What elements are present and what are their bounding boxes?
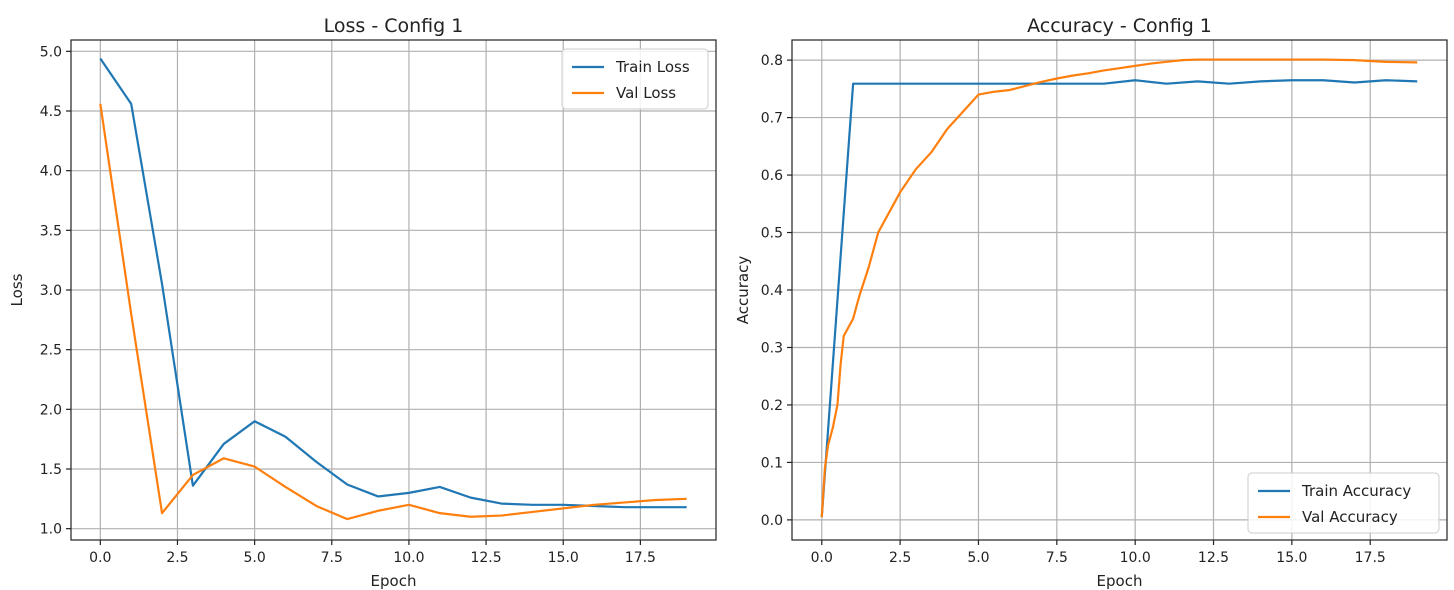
x-tick-label: 7.5 xyxy=(321,550,343,566)
x-axis-label: Epoch xyxy=(371,572,417,590)
x-tick-label: 2.5 xyxy=(889,550,911,566)
x-tick-label: 7.5 xyxy=(1046,550,1068,566)
x-tick-label: 2.5 xyxy=(166,550,188,566)
y-tick-label: 0.3 xyxy=(761,340,783,356)
x-tick-label: 15.0 xyxy=(548,550,579,566)
y-tick-label: 0.2 xyxy=(761,398,783,414)
legend-label: Train Loss xyxy=(615,58,690,76)
loss-chart: 0.0 2.5 5.0 7.5 10.0 12.5 15.0 17.5 1.0 1.5 2.0 2.5… xyxy=(8,15,717,590)
y-tick-label: 0.6 xyxy=(761,168,783,184)
x-tick-label: 10.0 xyxy=(1120,550,1151,566)
x-tick-label: 10.0 xyxy=(393,550,424,566)
y-tick-label: 4.0 xyxy=(40,164,62,180)
y-tick-label: 3.5 xyxy=(40,223,62,239)
series-line-val-loss xyxy=(99,103,687,521)
y-tick-label: 0.8 xyxy=(761,53,783,69)
x-tick-label: 0.0 xyxy=(89,550,111,566)
x-tick-label: 12.5 xyxy=(1198,550,1229,566)
x-tick-label: 5.0 xyxy=(243,550,265,566)
y-tick-label: 0.4 xyxy=(761,283,783,299)
chart-title: Accuracy - Config 1 xyxy=(1027,15,1212,37)
y-tick-label: 0.5 xyxy=(761,226,783,242)
y-axis-label: Loss xyxy=(8,273,26,306)
grid xyxy=(792,40,1447,540)
y-tick-label: 5.0 xyxy=(40,44,62,60)
chart-title: Loss - Config 1 xyxy=(324,15,464,37)
y-axis-label: Accuracy xyxy=(734,256,752,325)
series-line-train-loss xyxy=(99,57,687,509)
y-tick-label: 2.0 xyxy=(40,402,62,418)
legend: Train Loss Val Loss xyxy=(561,48,709,110)
legend-label: Train Accuracy xyxy=(1301,482,1411,500)
legend-label: Val Loss xyxy=(616,84,676,102)
y-tick-label: 3.0 xyxy=(40,283,62,299)
y-tick-label: 4.5 xyxy=(40,104,62,120)
series-line-train-accuracy xyxy=(820,79,1418,518)
x-tick-label: 17.5 xyxy=(625,550,656,566)
series-line-val-accuracy xyxy=(820,58,1418,518)
y-tick-label: 0.0 xyxy=(761,513,783,529)
y-tick-label: 0.1 xyxy=(761,455,783,471)
y-tick-label: 2.5 xyxy=(40,343,62,359)
x-tick-label: 0.0 xyxy=(811,550,833,566)
x-tick-label: 17.5 xyxy=(1355,550,1386,566)
series-group xyxy=(99,57,687,521)
y-tick-label: 1.5 xyxy=(40,462,62,478)
x-tick-label: 5.0 xyxy=(967,550,989,566)
legend-box xyxy=(1247,472,1440,534)
accuracy-chart: 0.0 2.5 5.0 7.5 10.0 12.5 15.0 17.5 0.0 0.1 0.2 0.3… xyxy=(734,15,1448,590)
legend: Train Accuracy Val Accuracy xyxy=(1247,472,1440,534)
x-tick-label: 15.0 xyxy=(1276,550,1307,566)
grid xyxy=(71,40,716,540)
x-axis-label: Epoch xyxy=(1097,572,1143,590)
series-group xyxy=(820,58,1418,518)
x-tick-label: 12.5 xyxy=(470,550,501,566)
y-tick-label: 1.0 xyxy=(40,522,62,538)
y-tick-label: 0.7 xyxy=(761,111,783,127)
legend-label: Val Accuracy xyxy=(1302,508,1398,526)
